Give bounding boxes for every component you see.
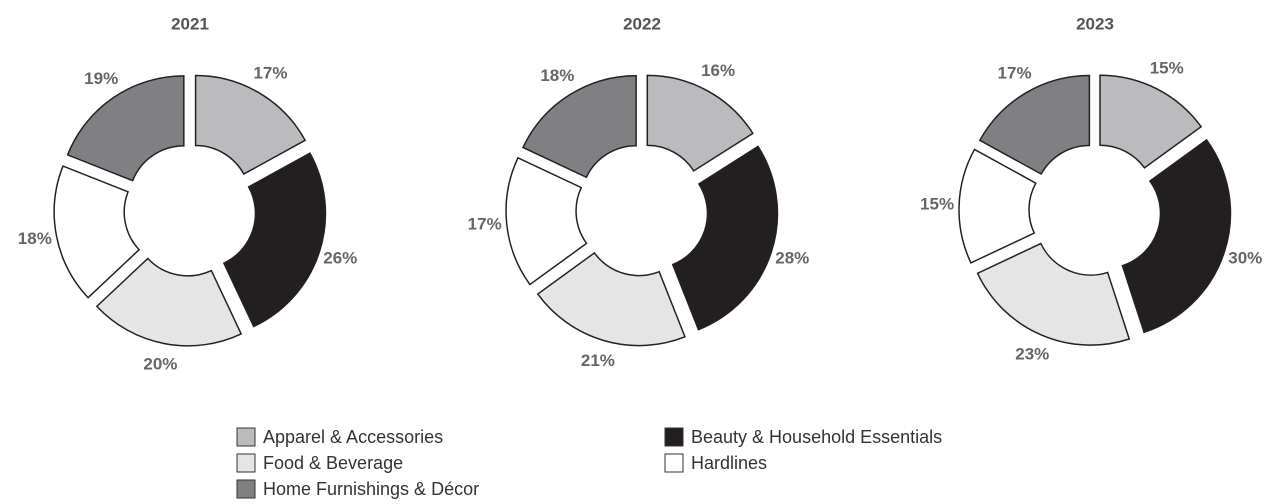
value-label: 30% (1228, 248, 1262, 267)
donut-slice (671, 145, 779, 331)
legend-swatch (236, 427, 256, 447)
value-label: 26% (323, 248, 357, 267)
pie-title: 2023 (1076, 14, 1114, 33)
value-label: 17% (253, 63, 287, 82)
value-label: 16% (701, 61, 735, 80)
donut-slice (976, 242, 1131, 346)
value-label: 15% (920, 195, 954, 214)
value-label: 17% (468, 214, 502, 233)
donut-slice (978, 74, 1091, 176)
legend-label: Home Furnishings & Décor (263, 479, 479, 499)
legend-swatch (664, 427, 684, 447)
donut-slice (1099, 74, 1203, 169)
value-label: 18% (540, 66, 574, 85)
value-label: 20% (143, 355, 177, 374)
legend-label: Beauty & Household Essentials (691, 427, 942, 447)
donut-slice (1121, 138, 1232, 334)
value-label: 21% (581, 351, 615, 370)
legend-label: Food & Beverage (263, 453, 403, 473)
donut-slice (194, 74, 307, 176)
legend-swatch (236, 479, 256, 499)
donut-slice (505, 156, 588, 286)
legend-label: Apparel & Accessories (263, 427, 443, 447)
donut-slice (222, 152, 327, 328)
pie-title: 2021 (171, 14, 209, 33)
legend-swatch (664, 453, 684, 473)
value-label: 18% (18, 229, 52, 248)
value-label: 15% (1150, 59, 1184, 78)
legend-label: Hardlines (691, 453, 767, 473)
donut-slice (53, 165, 141, 299)
donut-slice (95, 257, 243, 347)
value-label: 17% (998, 63, 1032, 82)
value-label: 28% (775, 248, 809, 267)
legend-swatch (236, 453, 256, 473)
donut-slice (536, 251, 686, 347)
donut-slice (522, 74, 637, 179)
donut-slice (646, 74, 754, 172)
pie-title: 2022 (623, 14, 661, 33)
donut-slice (958, 148, 1037, 264)
donut-slice (66, 75, 185, 182)
value-label: 23% (1015, 344, 1049, 363)
value-label: 19% (84, 69, 118, 88)
